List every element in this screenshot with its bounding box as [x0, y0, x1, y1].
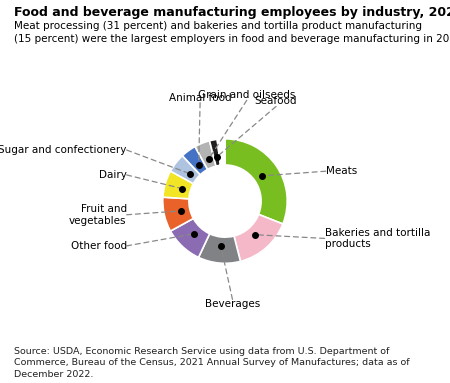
- Text: Fruit and
vegetables: Fruit and vegetables: [69, 204, 126, 226]
- Text: Animal food: Animal food: [169, 93, 231, 103]
- Text: Meat processing (31 percent) and bakeries and tortilla product manufacturing
(15: Meat processing (31 percent) and bakerie…: [14, 21, 450, 44]
- Text: Dairy: Dairy: [99, 170, 126, 180]
- Wedge shape: [234, 214, 283, 261]
- Wedge shape: [198, 234, 240, 263]
- Wedge shape: [171, 156, 200, 184]
- Wedge shape: [210, 139, 220, 166]
- Wedge shape: [195, 141, 216, 169]
- Text: Beverages: Beverages: [205, 300, 260, 309]
- Text: Sugar and confectionery: Sugar and confectionery: [0, 145, 126, 155]
- Text: Grain and oilseeds: Grain and oilseeds: [198, 90, 296, 100]
- Text: Other food: Other food: [71, 241, 126, 251]
- Text: Source: USDA, Economic Research Service using data from U.S. Department of
Comme: Source: USDA, Economic Research Service …: [14, 347, 409, 379]
- Wedge shape: [225, 139, 287, 224]
- Text: Food and beverage manufacturing employees by industry, 2021: Food and beverage manufacturing employee…: [14, 6, 450, 19]
- Text: Seafood: Seafood: [255, 97, 297, 106]
- Text: Meats: Meats: [326, 166, 357, 176]
- Wedge shape: [217, 139, 225, 165]
- Wedge shape: [163, 197, 194, 231]
- Wedge shape: [163, 171, 194, 199]
- Wedge shape: [171, 218, 210, 257]
- Text: Bakeries and tortilla
products: Bakeries and tortilla products: [324, 228, 430, 249]
- Wedge shape: [182, 147, 207, 175]
